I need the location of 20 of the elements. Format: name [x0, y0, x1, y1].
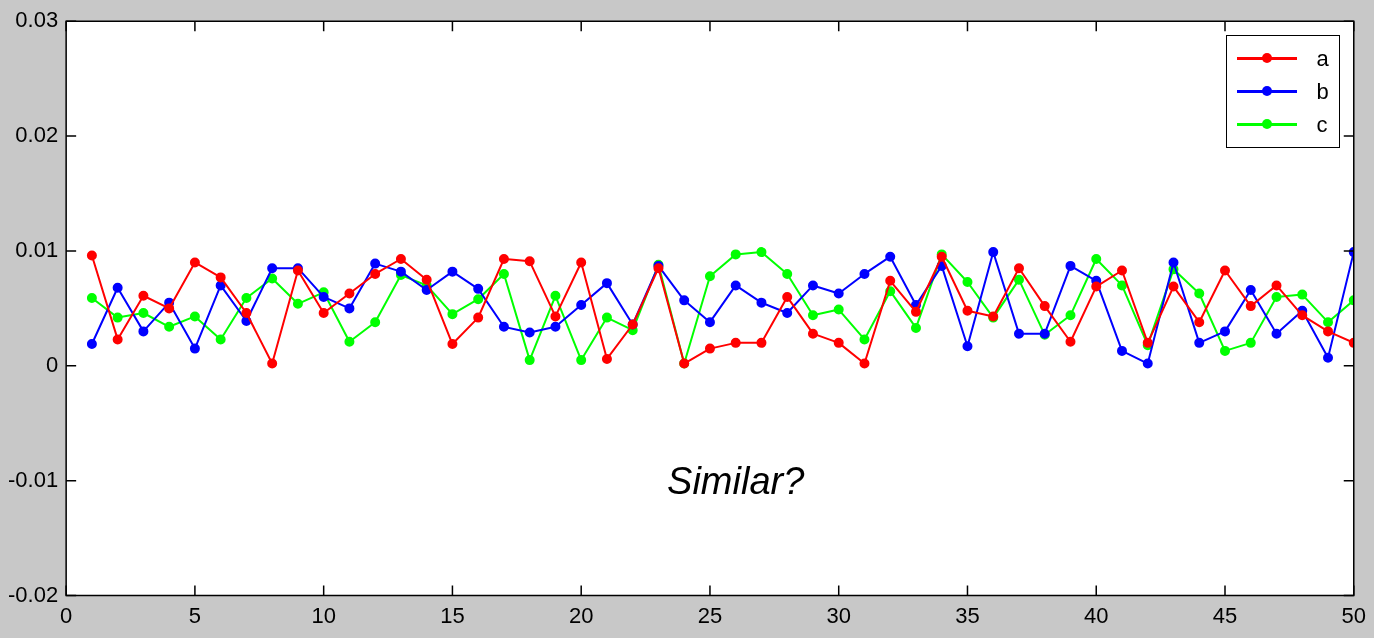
x-tick-label: 30: [826, 602, 851, 628]
y-tick-label: -0.02: [7, 581, 59, 607]
annotation: Similar?: [667, 459, 805, 503]
x-tick-label: 5: [188, 602, 202, 628]
y-tick-label: 0.01: [15, 237, 59, 263]
x-tick-label: 10: [311, 602, 336, 628]
legend-label: c: [1316, 111, 1328, 138]
y-tick-label: -0.01: [7, 466, 59, 492]
legend-label: a: [1316, 45, 1329, 72]
x-tick-label: 40: [1084, 602, 1109, 628]
x-tick-label: 35: [955, 602, 980, 628]
y-tick-label: 0.03: [15, 7, 59, 33]
x-tick-label: 20: [568, 602, 594, 628]
x-tick-label: 25: [697, 602, 723, 628]
x-tick-label: 15: [440, 602, 465, 628]
legend-label: b: [1316, 78, 1329, 105]
x-tick-label: 45: [1212, 602, 1238, 628]
y-tick-label: 0: [45, 351, 59, 377]
y-tick-label: 0.02: [15, 122, 59, 148]
x-tick-label: 50: [1341, 602, 1367, 628]
